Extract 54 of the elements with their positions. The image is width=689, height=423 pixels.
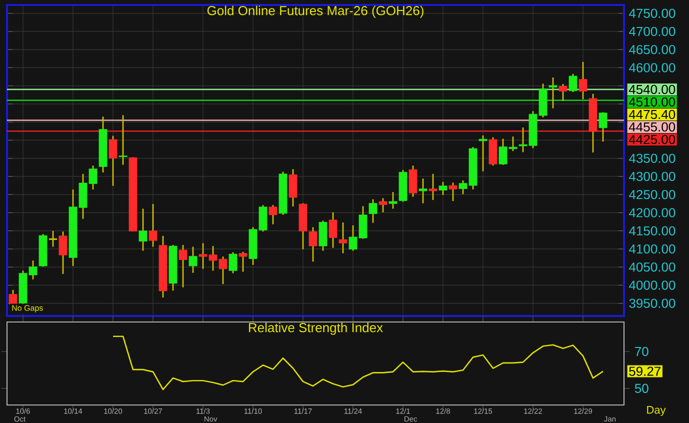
- candlestick: [288, 168, 298, 208]
- candlestick: [188, 246, 198, 274]
- y-tick-label: 4200.00: [629, 208, 676, 218]
- ref-line-label: 4425.00: [628, 134, 676, 144]
- candlestick: [238, 251, 248, 272]
- candlestick: [138, 208, 148, 252]
- candlestick: [178, 244, 188, 288]
- candlestick: [228, 252, 238, 274]
- chart-title: Relative Strength Index: [249, 322, 383, 335]
- candlestick: [338, 222, 348, 254]
- candlestick: [108, 135, 118, 187]
- chart-title: Gold Online Futures Mar-26 (GOH26): [207, 6, 424, 18]
- y-tick-label: 3950.00: [629, 298, 676, 308]
- y-tick-label: 4000.00: [629, 280, 676, 290]
- candlestick: [448, 182, 458, 202]
- candlestick: [408, 164, 418, 198]
- candlestick: [148, 203, 158, 248]
- ref-line-label: 4455.00: [628, 122, 676, 132]
- ref-line-label: 4510.00: [628, 97, 676, 107]
- candlestick: [48, 230, 58, 248]
- line-series: [112, 336, 604, 390]
- y-tick-label: 4300.00: [629, 172, 676, 182]
- candlestick: [598, 112, 608, 142]
- y-tick-label: 4600.00: [629, 63, 676, 72]
- candlestick: [118, 114, 128, 166]
- candlestick: [548, 76, 558, 109]
- text: Day: [647, 406, 666, 416]
- candlestick: [558, 83, 568, 102]
- annotation: No Gaps: [12, 305, 43, 312]
- candlestick: [328, 212, 338, 249]
- candlestick: [428, 173, 438, 201]
- candlestick: [368, 198, 378, 224]
- y-tick-label: 4050.00: [629, 262, 676, 272]
- candlestick: [378, 198, 388, 213]
- y-tick-label: 4250.00: [629, 190, 676, 200]
- candlestick: [268, 204, 278, 225]
- y-tick-label: 50: [634, 384, 648, 393]
- y-tick-label: 4150.00: [629, 226, 676, 236]
- text: 59.27: [629, 366, 660, 376]
- candlestick: [318, 220, 328, 252]
- y-tick-label: 4750.00: [629, 8, 676, 18]
- candlestick: [478, 134, 488, 172]
- candlestick: [388, 191, 398, 210]
- candlestick: [438, 181, 448, 196]
- y-tick-label: 4700.00: [629, 26, 676, 36]
- text: 4475.40: [628, 110, 676, 120]
- y-tick-label: 70: [635, 346, 648, 356]
- y-tick-label: 4100.00: [629, 244, 676, 254]
- y-tick-label: 4350.00: [629, 154, 676, 163]
- candlestick: [418, 178, 428, 204]
- candlestick: [578, 61, 588, 100]
- candlestick: [568, 73, 578, 93]
- ref-line-label: 4540.00: [628, 84, 676, 94]
- y-tick-label: 4650.00: [629, 44, 676, 54]
